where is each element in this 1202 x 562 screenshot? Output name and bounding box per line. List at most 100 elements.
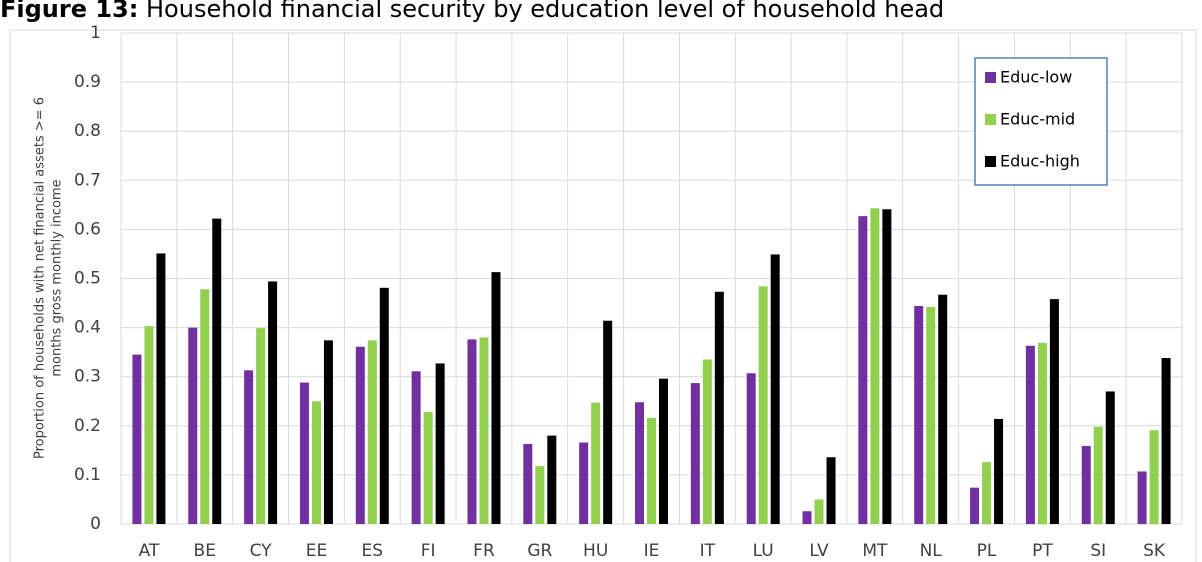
bar xyxy=(547,435,557,524)
title-label: Figure 13: xyxy=(0,0,138,23)
x-tick-label: PL xyxy=(977,541,997,561)
bar xyxy=(1049,299,1059,524)
bar xyxy=(579,442,589,524)
bar xyxy=(311,401,321,524)
bar xyxy=(144,326,154,524)
y-tick-label: 0.2 xyxy=(74,416,101,436)
bar xyxy=(535,466,545,524)
y-axis-title: Proportion of households with net financ… xyxy=(33,97,65,459)
bar xyxy=(200,289,210,524)
x-tick-label: AT xyxy=(139,541,160,561)
bar xyxy=(926,306,936,524)
bar xyxy=(858,216,868,524)
legend-swatch xyxy=(985,156,996,167)
legend-box xyxy=(974,57,1108,186)
x-tick-label: ES xyxy=(362,541,384,561)
bar xyxy=(1025,345,1035,524)
x-tick-label: GR xyxy=(527,541,552,561)
bar xyxy=(1093,426,1103,524)
bar xyxy=(256,328,266,524)
x-tick-label: IE xyxy=(644,541,660,561)
x-tick-label: NL xyxy=(920,541,943,561)
bar xyxy=(870,208,880,525)
title-text: Household financial security by educatio… xyxy=(146,0,944,23)
bar xyxy=(467,339,477,524)
y-tick-label: 0.6 xyxy=(74,219,101,239)
bar xyxy=(591,402,601,524)
bar xyxy=(379,287,389,524)
bar xyxy=(882,209,892,525)
x-tick-label: PT xyxy=(1032,541,1053,561)
bar xyxy=(299,382,309,524)
x-tick-label: SI xyxy=(1090,541,1106,561)
bar xyxy=(1161,358,1171,524)
x-tick-label: FR xyxy=(473,541,495,561)
y-tick-label: 0.1 xyxy=(74,465,101,485)
y-tick-label: 0.7 xyxy=(74,170,101,190)
bar xyxy=(1037,342,1047,524)
bar xyxy=(746,373,756,524)
x-tick-label: HU xyxy=(583,541,608,561)
bar xyxy=(914,305,924,524)
bar xyxy=(690,383,700,524)
y-tick-label: 0.8 xyxy=(74,121,101,141)
bar xyxy=(423,412,433,524)
bar xyxy=(323,340,333,524)
y-axis-title-line: months gross monthly income xyxy=(50,179,65,376)
legend-label: Educ-low xyxy=(1000,68,1072,87)
bar xyxy=(970,487,980,524)
x-tick-label: EE xyxy=(306,541,327,561)
legend-label: Educ-high xyxy=(1000,152,1080,171)
y-tick-label: 0.3 xyxy=(74,367,101,387)
bar xyxy=(156,253,166,525)
y-axis-title-line: Proportion of households with net financ… xyxy=(33,97,48,459)
bar xyxy=(435,363,445,524)
x-tick-label: BE xyxy=(194,541,216,561)
y-tick-label: 0.4 xyxy=(74,318,101,338)
bar xyxy=(212,218,222,524)
bar xyxy=(994,418,1004,524)
bar xyxy=(702,359,712,524)
x-tick-label: LV xyxy=(809,541,829,561)
y-tick-label: 1 xyxy=(90,23,101,43)
bar xyxy=(411,371,421,524)
bar xyxy=(714,291,724,524)
bar xyxy=(647,417,656,524)
bar xyxy=(367,340,377,524)
legend-swatch xyxy=(985,114,996,125)
x-tick-label: MT xyxy=(862,541,888,561)
bar xyxy=(244,370,254,524)
x-tick-label: CY xyxy=(250,541,273,561)
bar xyxy=(1081,445,1091,524)
bar xyxy=(523,443,533,524)
x-tick-label: FI xyxy=(421,541,436,561)
bar xyxy=(982,462,992,524)
y-tick-label: 0.9 xyxy=(74,72,101,92)
bar xyxy=(132,354,142,524)
legend-label: Educ-mid xyxy=(1000,110,1075,129)
y-tick-label: 0.5 xyxy=(74,269,101,289)
bar xyxy=(479,337,489,524)
bar xyxy=(1105,391,1115,524)
bar xyxy=(1149,430,1159,524)
x-tick-label: IT xyxy=(700,541,716,561)
bar xyxy=(814,499,824,524)
bar xyxy=(770,254,780,525)
bar xyxy=(355,346,365,524)
bar xyxy=(1137,471,1147,524)
chart-title: Figure 13: Household financial security … xyxy=(0,0,944,23)
legend-swatch xyxy=(985,72,996,83)
bar xyxy=(826,457,836,524)
bar xyxy=(603,320,613,524)
bar xyxy=(491,272,501,524)
x-tick-label: LU xyxy=(753,541,774,561)
bar xyxy=(659,378,668,524)
y-tick-label: 0 xyxy=(90,514,101,534)
bar xyxy=(635,402,644,524)
x-tick-label: SK xyxy=(1143,541,1166,561)
bar xyxy=(188,327,198,524)
bar xyxy=(938,294,948,524)
bar xyxy=(268,281,278,524)
